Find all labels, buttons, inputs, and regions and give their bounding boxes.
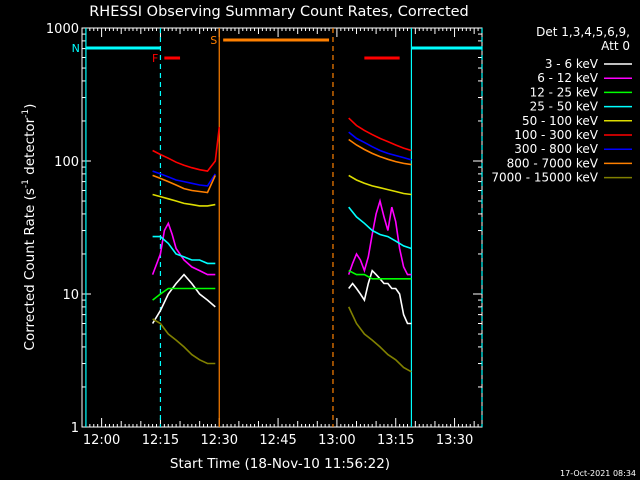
series-line [347,306,412,373]
x-tick-label: 12:00 [83,433,120,448]
legend-header-line: Det 1,3,4,5,6,9, [536,25,630,39]
y-tick-label: 1 [71,421,79,436]
series-line [152,170,216,187]
series-line [152,287,216,301]
legend-label: 25 - 50 keV [530,100,599,114]
axes: 12:00 12:15 12:30 12:45 13:00 13:15 13:30 1 10 10… [46,22,483,448]
x-axis-label: Start Time (18-Nov-10 11:56:22) [170,456,390,472]
y-tick-label: 100 [54,155,79,170]
flag-label: N [72,42,80,55]
x-tick-label: 12:15 [142,433,179,448]
legend-label: 7000 - 15000 keV [491,171,598,185]
series-line [348,269,412,280]
x-tick-label: 13:00 [318,433,355,448]
flag-label: F [152,52,158,65]
series-line [152,318,216,365]
y-axis-label-sup: -1 [21,109,31,118]
y-axis-label-part: Corrected Count Rate (s [22,188,38,350]
legend-label: 3 - 6 keV [545,57,599,71]
observing-flags: F N S [72,34,482,65]
legend-label: 50 - 100 keV [522,114,599,128]
series-line [348,138,412,166]
series-line [152,193,216,207]
x-tick-label: 12:45 [259,433,296,448]
observing-vertical-markers [85,28,483,427]
y-axis-label: Corrected Count Rate (s-1 detector-1) [21,104,38,351]
series-line [348,131,412,161]
series-line [348,174,412,196]
y-axis-label-part: ) [22,104,38,109]
legend-label: 12 - 25 keV [530,85,599,99]
x-tick-label: 13:30 [436,433,473,448]
legend-header-line: Att 0 [601,39,630,53]
chart-title: RHESSI Observing Summary Count Rates, Co… [89,4,469,20]
y-tick-label: 1000 [46,22,79,37]
flag-label: S [210,34,217,47]
series-line [152,235,216,265]
series-line [348,117,412,152]
series-line [152,174,217,194]
plot-frame [81,27,483,428]
series-line [152,126,221,172]
count-rate-curves [151,117,412,373]
legend-label: 6 - 12 keV [537,71,599,85]
legend-label: 300 - 800 keV [514,142,598,156]
x-tick-label: 13:15 [377,433,414,448]
series-line [151,221,216,276]
x-tick-label: 12:30 [201,433,238,448]
y-axis-label-sup: -1 [21,179,31,188]
series-line [348,206,412,250]
series-line [347,198,412,276]
series-line [151,273,216,324]
timestamp: 17-Oct-2021 08:34 [560,469,636,478]
legend-label: 800 - 7000 keV [507,156,599,170]
y-axis-label-part: detector [22,117,38,179]
y-tick-label: 10 [62,288,79,303]
legend-label: 100 - 300 keV [514,128,598,142]
